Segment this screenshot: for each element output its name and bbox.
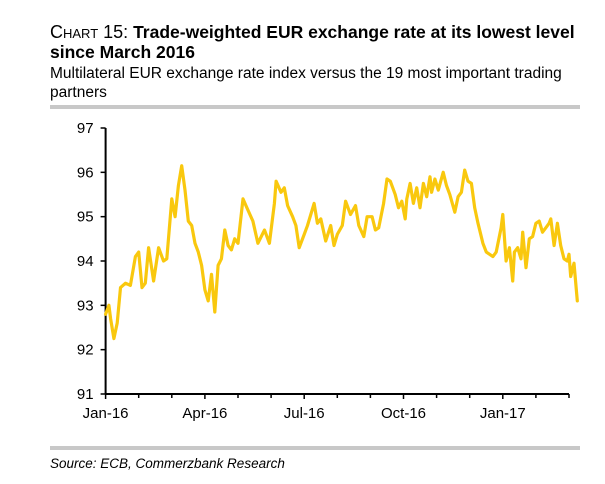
x-axis: Jan-16 Apr-16 Jul-16 Oct-16 Jan-17 (83, 393, 570, 422)
top-divider (50, 105, 580, 109)
y-tick-label: 93 (77, 297, 94, 314)
y-tick-label: 96 (77, 164, 94, 181)
chart-subtitle: Multilateral EUR exchange rate index ver… (50, 65, 562, 101)
chart-title: Chart 15: Trade-weighted EUR exchange ra… (50, 22, 590, 62)
x-tick-label: Jul-16 (284, 405, 325, 422)
y-tick-label: 97 (77, 120, 94, 137)
x-tick-label: Jan-17 (480, 405, 526, 422)
x-tick-label: Oct-16 (381, 405, 426, 422)
x-tick-label: Jan-16 (83, 405, 129, 422)
y-tick-label: 91 (77, 386, 94, 403)
y-tick-label: 92 (77, 342, 94, 359)
series-group (104, 164, 579, 341)
source-note: Source: ECB, Commerzbank Research (50, 456, 285, 471)
y-tick-label: 94 (77, 253, 94, 270)
x-tick-label: Apr-16 (182, 405, 227, 422)
y-axis: 91 92 93 94 95 96 97 (77, 120, 107, 403)
bottom-divider (50, 446, 580, 450)
chart-number: Chart 15: (50, 22, 129, 42)
chart-title-text: Trade-weighted EUR exchange rate at its … (50, 22, 575, 62)
series-line (104, 164, 579, 341)
y-tick-label: 95 (77, 209, 94, 226)
